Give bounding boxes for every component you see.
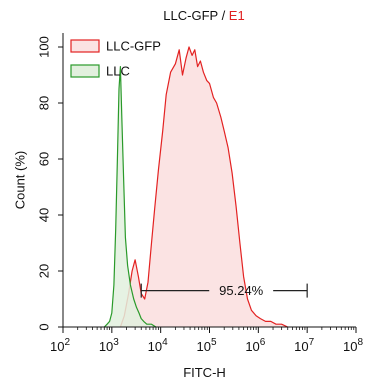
x-tick-label: 104 [148, 337, 168, 354]
x-tick-label: 102 [50, 337, 70, 354]
y-tick-label: 40 [37, 208, 52, 222]
y-tick-label: 20 [37, 264, 52, 278]
x-tick-label: 106 [245, 337, 265, 354]
series-line-llc [103, 66, 157, 328]
x-tick-label: 108 [343, 337, 363, 354]
title-sample: LLC-GFP [163, 8, 218, 23]
title-separator: / [217, 8, 229, 23]
y-tick-label: 80 [37, 96, 52, 110]
legend-label-llc: LLC [106, 64, 130, 79]
y-tick-label: 0 [37, 323, 52, 330]
x-axis-label: FITC-H [183, 365, 226, 380]
y-axis-label: Count (%) [13, 151, 28, 210]
x-tick-label: 107 [294, 337, 314, 354]
gate-percentage-label: 95.24% [219, 283, 264, 298]
y-tick-label: 60 [37, 152, 52, 166]
legend-swatch-llc [70, 64, 100, 78]
series-line-llc-gfp [119, 46, 288, 328]
series-fill-llc [104, 66, 156, 327]
x-tick-label: 105 [196, 337, 216, 354]
title-gate: E1 [228, 8, 245, 23]
legend-label-llc-gfp: LLC-GFP [106, 39, 161, 54]
series-fill-llc-gfp [120, 47, 288, 327]
x-tick-label: 103 [99, 337, 119, 354]
y-tick-label: 100 [37, 36, 52, 58]
legend-swatch-llc-gfp [70, 39, 100, 53]
chart-title: LLC-GFP / E1 [0, 8, 370, 23]
